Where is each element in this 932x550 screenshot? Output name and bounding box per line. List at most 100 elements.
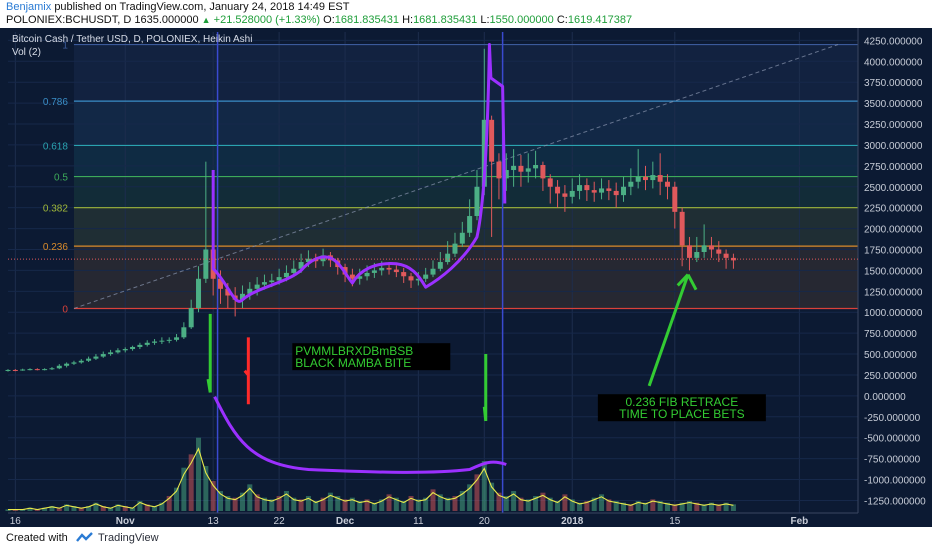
symbol-label: POLONIEX:BCHUSDT, D [6,14,132,26]
fib-label: 0.618 [43,141,68,152]
annotation-text: TIME TO PLACE BETS [619,407,745,421]
fib-label: 0.236 [43,242,68,253]
author-link[interactable]: Benjamix [6,1,52,13]
volume-bar [664,502,670,511]
volume-bar [239,492,245,511]
volume-bar [5,509,11,511]
candle-body [49,368,55,370]
publish-line: Benjamix published on TradingView.com, J… [6,1,349,13]
candle-body [122,349,128,351]
volume-bar [555,501,561,511]
volume-bar [232,497,238,511]
candle-body [459,232,465,244]
volume-bar [401,501,407,511]
volume-bar [254,494,260,511]
volume-bar [503,496,509,511]
price-tick-label: 750.000000 [864,329,917,340]
volume-bar [144,504,150,511]
candle-body [239,293,245,300]
volume-bar [606,499,612,511]
volume-bar [166,496,172,511]
candle-body [496,161,502,179]
volume-bar [591,497,597,511]
volume-bar [298,499,304,511]
price-tick-label: 3250.000000 [864,120,923,131]
candle-body [511,165,517,171]
price-tick-label: 0.000000 [864,392,906,403]
time-tick-label: 22 [274,516,286,527]
candle-body [56,365,62,369]
volume-bar [686,501,692,511]
price-tick-label: 1250.000000 [864,287,923,298]
candle-body [305,258,311,263]
volume-bar [621,502,627,511]
volume-label: Vol (2) [12,47,41,58]
up-triangle-icon: ▲ [201,15,211,25]
annotation-text: 0.236 FIB RETRACE [626,395,739,409]
mamba-volume-curve [213,396,507,474]
volume-bar [137,501,143,511]
candle-body [86,358,92,361]
candle-body [27,369,33,371]
candle-body [723,253,729,258]
candle-body [181,327,187,338]
volume-bar [218,491,223,511]
volume-bar [71,506,77,511]
volume-bar [269,499,275,511]
annotation-text: BLACK MAMBA BITE [295,356,411,370]
fib-zone [73,176,859,208]
candle-body [525,168,531,172]
fib-label: 0.786 [43,97,68,108]
candle-body [401,272,407,277]
volume-bar [20,509,26,511]
fib-zone [73,207,859,247]
price-axis-background [858,28,932,527]
candle-body [291,268,297,273]
price-tick-label: -250.000000 [864,413,921,424]
time-tick-label: Feb [790,516,808,527]
candle-body [686,245,692,258]
tradingview-brand[interactable]: TradingView [98,532,159,544]
volume-bar [613,501,619,511]
time-tick-label: 11 [413,516,424,527]
volume-bar [452,496,458,511]
volume-bar [181,467,187,511]
volume-bar [327,492,333,511]
candle-body [166,339,172,341]
fib-zone [73,145,859,177]
volume-bar [518,497,524,511]
volume-bar [723,502,729,511]
annotation-box [292,343,451,371]
open-value: 1681.835431 [334,14,399,26]
volume-bar [716,504,722,511]
candle-body [93,356,99,359]
candle-body [672,186,678,212]
fib-label: 1 [62,41,68,52]
candle-body [540,165,546,179]
candle-body [437,262,443,269]
candle-body [467,216,473,233]
volume-bar [276,496,282,511]
green-marker [482,354,488,422]
candle-body [20,369,26,371]
candle-body [716,249,722,254]
candle-body [452,243,458,254]
candle-body [283,272,289,278]
last-price: 1635.000000 [134,14,199,26]
volume-bar [196,437,202,511]
price-change: +21.528000 (+1.33%) [213,14,321,26]
volume-bar [225,496,231,511]
high-value: 1681.835431 [413,14,478,26]
candle-body [357,276,363,279]
candle-body [547,178,553,187]
candle-body [152,341,158,343]
volume-bar [672,504,678,511]
candle-body [635,176,641,182]
candle-body [489,119,495,162]
candle-body [364,272,370,277]
close-value: 1619.417387 [567,14,633,26]
volume-bar [34,509,40,511]
volume-bar [393,497,399,511]
price-chart[interactable]: 10.7860.6180.50.3820.2360PVMMLBRXDBmBSBB… [0,28,932,527]
price-tick-label: 1750.000000 [864,245,923,256]
